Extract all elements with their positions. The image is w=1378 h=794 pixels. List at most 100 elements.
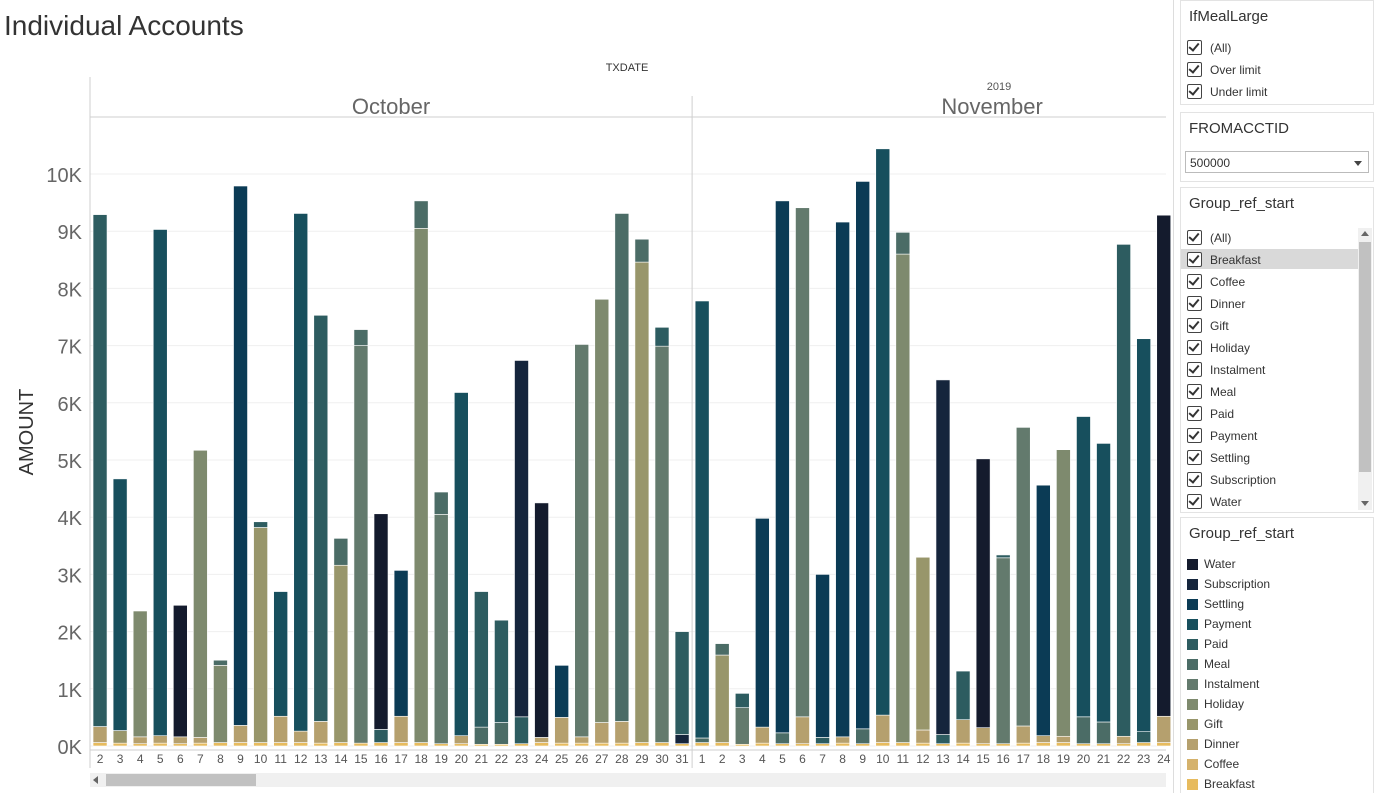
scroll-down-icon[interactable] [1361,501,1369,506]
group-ref-start-option[interactable]: Gift [1187,315,1355,335]
panel-divider [1173,0,1174,793]
filter-scrollbar[interactable] [1358,228,1372,510]
fromacctid-value: 500000 [1190,156,1231,170]
bar-segment [433,743,449,747]
bar-segment [193,449,208,738]
scroll-left-icon[interactable] [93,776,98,784]
group-ref-start-option[interactable]: Meal [1187,381,1355,401]
bar-segment [453,392,469,737]
legend-item[interactable]: Coffee [1187,754,1239,774]
horizontal-scroll-thumb[interactable] [106,774,256,786]
checkbox-checked-icon[interactable] [1187,230,1202,246]
group-ref-start-option[interactable]: Water [1187,491,1355,511]
bar-segment [815,737,830,745]
checkbox-checked-icon[interactable] [1187,450,1202,466]
legend-item[interactable]: Meal [1187,654,1230,674]
ifmeallarge-option[interactable]: (All) [1187,37,1355,57]
bar-segment [895,253,911,743]
group-ref-start-option[interactable]: Instalment [1187,359,1355,379]
group-ref-start-option[interactable]: Settling [1187,447,1355,467]
checkbox-checked-icon[interactable] [1187,384,1202,400]
bar-segment [1116,743,1131,747]
checkbox-checked-icon[interactable] [1187,252,1202,268]
checkbox-checked-icon[interactable] [1187,428,1202,444]
column-header-label: TXDATE [606,62,649,74]
legend-item[interactable]: Instalment [1187,674,1259,694]
bar-segment [815,574,830,738]
fromacctid-dropdown[interactable]: 500000 [1185,151,1369,173]
checkbox-checked-icon[interactable] [1187,318,1202,334]
bar-segment [534,742,549,747]
bar-segment [132,610,148,738]
x-tick-label: 19 [435,752,449,766]
bar-segment [213,742,228,747]
scroll-up-icon[interactable] [1361,231,1369,236]
x-tick-label: 6 [177,752,184,766]
checkbox-checked-icon[interactable] [1187,472,1202,488]
y-tick-label: 10K [46,165,82,187]
checkbox-checked-icon[interactable] [1187,406,1202,422]
group-ref-start-option[interactable]: Holiday [1187,337,1355,357]
horizontal-scrollbar[interactable] [90,773,1166,787]
group-ref-start-option[interactable]: Subscription [1187,469,1355,489]
legend-item[interactable]: Breakfast [1187,774,1255,794]
bar-segment [975,743,991,747]
y-tick-label: 1K [58,680,83,702]
legend-label: Paid [1204,637,1229,651]
checkbox-checked-icon[interactable] [1187,274,1202,290]
bar-segment [233,742,248,747]
group-ref-start-option[interactable]: Payment [1187,425,1355,445]
legend-item[interactable]: Subscription [1187,574,1270,594]
legend-item[interactable]: Holiday [1187,694,1244,714]
x-tick-label: 4 [137,752,144,766]
bar-segment [173,736,188,745]
legend-item[interactable]: Paid [1187,634,1228,654]
x-tick-label: 9 [859,752,866,766]
group-ref-start-option[interactable]: Paid [1187,403,1355,423]
bar-segment [935,734,951,745]
ifmeallarge-option[interactable]: Under limit [1187,81,1355,101]
bar-segment [413,200,429,229]
checkbox-checked-icon[interactable] [1187,40,1202,56]
legend-item[interactable]: Water [1187,554,1236,574]
checkbox-checked-icon[interactable] [1187,62,1202,78]
bar-segment [453,743,469,747]
checkbox-checked-icon[interactable] [1187,296,1202,312]
group-ref-start-option[interactable]: (All) [1187,227,1355,247]
checkbox-checked-icon[interactable] [1187,362,1202,378]
ifmeallarge-option[interactable]: Over limit [1187,59,1355,79]
legend-item[interactable]: Payment [1187,614,1251,634]
x-tick-label: 1 [699,752,706,766]
bar-segment [875,742,891,747]
bar-segment [654,345,670,743]
group-ref-start-option[interactable]: Breakfast [1181,249,1361,269]
x-tick-label: 11 [897,752,910,766]
group-ref-start-option-label: Paid [1210,406,1235,421]
bar-segment [494,722,509,745]
bar-segment [173,743,188,747]
legend-item[interactable]: Settling [1187,594,1244,614]
group-ref-start-option[interactable]: Dinner [1187,293,1355,313]
x-tick-label: 2 [97,752,104,766]
checkbox-checked-icon[interactable] [1187,494,1202,510]
bar-segment [333,742,349,747]
checkbox-checked-icon[interactable] [1187,84,1202,100]
y-tick-label: 5K [58,451,83,473]
bar-segment [775,732,790,745]
bar-segment [975,458,991,728]
x-tick-label: 15 [976,752,990,766]
group-ref-start-option[interactable]: Coffee [1187,271,1355,291]
x-tick-label: 14 [334,752,348,766]
bar-segment [755,518,770,728]
bar-segment [393,742,409,747]
ifmeallarge-option-label: (All) [1210,40,1232,55]
checkbox-checked-icon[interactable] [1187,340,1202,356]
bar-segment [112,730,128,744]
legend-item[interactable]: Gift [1187,714,1223,734]
x-tick-label: 25 [555,752,569,766]
legend-item[interactable]: Dinner [1187,734,1239,754]
bar-segment [1015,725,1031,744]
chevron-down-icon[interactable] [1354,161,1362,166]
x-tick-label: 2 [719,752,726,766]
filter-scroll-thumb[interactable] [1359,242,1371,472]
